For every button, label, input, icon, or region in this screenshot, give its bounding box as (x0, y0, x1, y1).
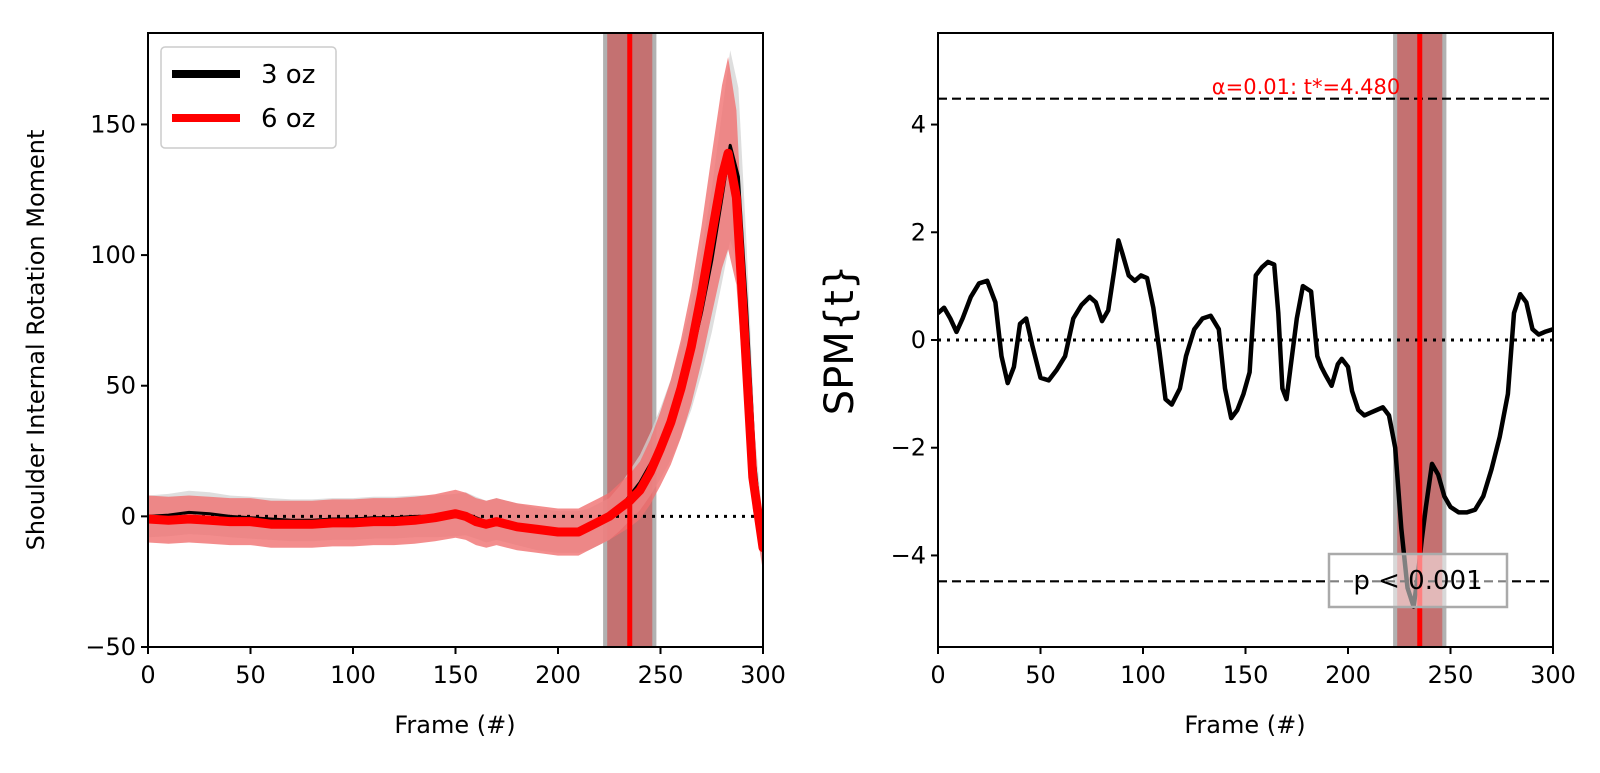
legend: 3 oz 6 oz (160, 46, 337, 149)
left-y-axis-label: Shoulder Internal Rotation Moment (22, 130, 50, 551)
right-x-axis-label: Frame (#) (1184, 711, 1305, 739)
right-chart-panel: 0 50 100 150 200 250 300 −4 −2 0 2 4 Frame (#) SPM… (817, 32, 1576, 739)
left-y-ticks: −50 0 50 100 150 (85, 110, 148, 661)
p-value-label: p < 0.001 (1353, 566, 1482, 596)
y-tick-label: 0 (121, 502, 136, 530)
y-tick-label: −2 (891, 434, 926, 462)
x-tick-label: 150 (433, 661, 479, 689)
x-tick-label: 50 (1025, 661, 1056, 689)
p-value-box: p < 0.001 (1327, 552, 1509, 609)
y-tick-label: 50 (105, 372, 136, 400)
y-tick-label: 4 (911, 111, 926, 139)
x-tick-label: 200 (535, 661, 581, 689)
x-tick-label: 50 (235, 661, 266, 689)
right-y-axis-label: SPM{t} (817, 265, 863, 416)
y-tick-label: 150 (90, 110, 136, 138)
left-x-ticks: 0 50 100 150 200 250 300 (140, 647, 786, 689)
y-tick-label: 2 (911, 218, 926, 246)
x-tick-label: 300 (1530, 661, 1576, 689)
x-tick-label: 300 (740, 661, 786, 689)
x-tick-label: 0 (930, 661, 945, 689)
series-line-spm-t- (938, 238, 1553, 609)
series-line-6-oz (148, 148, 763, 553)
x-tick-label: 150 (1223, 661, 1269, 689)
y-tick-label: 0 (911, 326, 926, 354)
legend-label-3oz: 3 oz (261, 60, 315, 90)
x-tick-label: 100 (330, 661, 376, 689)
right-y-ticks: −4 −2 0 2 4 (891, 111, 938, 569)
left-x-axis-label: Frame (#) (394, 711, 515, 739)
x-tick-label: 200 (1325, 661, 1371, 689)
y-tick-label: 100 (90, 241, 136, 269)
x-tick-label: 250 (1428, 661, 1474, 689)
left-plot-area (148, 33, 763, 647)
p-value-box-frame (1327, 552, 1509, 609)
x-tick-label: 250 (638, 661, 684, 689)
threshold-label: α=0.01: t*=4.480 (1212, 75, 1400, 99)
x-tick-label: 0 (140, 661, 155, 689)
legend-label-6oz: 6 oz (261, 104, 315, 134)
right-x-ticks: 0 50 100 150 200 250 300 (930, 647, 1576, 689)
y-tick-label: −50 (85, 633, 136, 661)
y-tick-label: −4 (891, 541, 926, 569)
x-tick-label: 100 (1120, 661, 1166, 689)
